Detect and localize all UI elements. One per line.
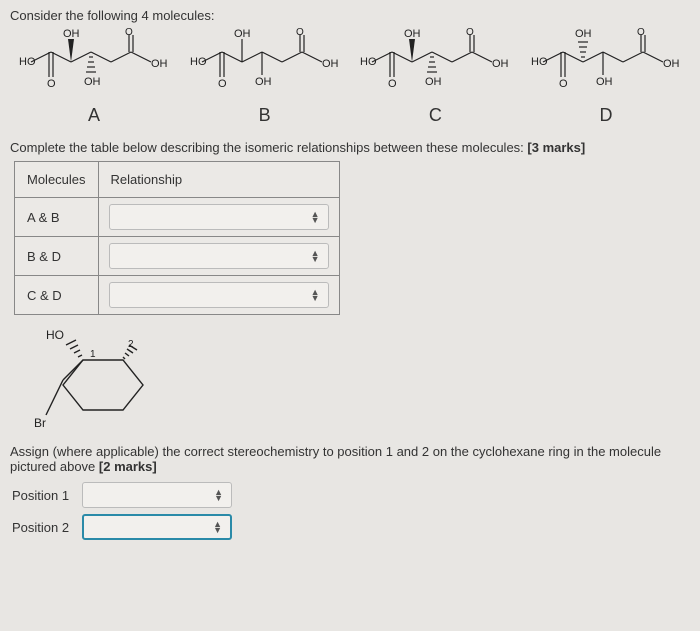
intro-text: Consider the following 4 molecules: xyxy=(10,8,690,23)
molecule-c: HO OH O OH O OH C xyxy=(355,27,515,126)
row-label-bd: B & D xyxy=(15,237,99,276)
select-cd[interactable]: ▲▼ xyxy=(109,282,329,308)
label-pos2: 2 xyxy=(128,339,134,350)
svg-text:OH: OH xyxy=(596,76,613,88)
svg-text:O: O xyxy=(388,78,397,90)
svg-text:HO: HO xyxy=(19,56,36,68)
assign-prompt-marks: [2 marks] xyxy=(99,459,157,474)
molecule-d: HO OH O OH O OH D xyxy=(526,27,686,126)
svg-text:O: O xyxy=(125,27,133,38)
svg-text:OH: OH xyxy=(234,28,251,40)
position-1-label: Position 1 xyxy=(12,488,76,503)
select-bd[interactable]: ▲▼ xyxy=(109,243,329,269)
svg-text:OH: OH xyxy=(404,28,421,40)
svg-text:OH: OH xyxy=(425,76,442,88)
molecule-b: HO OH O OH O OH B xyxy=(185,27,345,126)
updown-icon: ▲▼ xyxy=(311,211,320,223)
molecule-a: HO OH O OH O OH A xyxy=(14,27,174,126)
updown-icon: ▲▼ xyxy=(213,521,222,533)
svg-text:OH: OH xyxy=(151,58,168,70)
position-2-row: Position 2 ▲▼ xyxy=(12,514,690,540)
label-pos1: 1 xyxy=(90,349,96,360)
svg-text:OH: OH xyxy=(575,28,592,40)
select-ab[interactable]: ▲▼ xyxy=(109,204,329,230)
svg-text:OH: OH xyxy=(663,58,680,70)
svg-text:HO: HO xyxy=(531,56,548,68)
svg-text:HO: HO xyxy=(360,56,377,68)
molecule-label-a: A xyxy=(88,105,100,126)
svg-text:O: O xyxy=(296,27,304,38)
table-prompt-text: Complete the table below describing the … xyxy=(10,140,527,155)
svg-text:OH: OH xyxy=(63,28,80,40)
table-row: B & D ▲▼ xyxy=(15,237,340,276)
table-header-row: Molecules Relationship xyxy=(15,162,340,198)
header-relationship: Relationship xyxy=(98,162,339,198)
select-position-1[interactable]: ▲▼ xyxy=(82,482,232,508)
position-2-label: Position 2 xyxy=(12,520,76,535)
updown-icon: ▲▼ xyxy=(214,489,223,501)
relationship-table: Molecules Relationship A & B ▲▼ B & D ▲▼… xyxy=(14,161,340,315)
structure-b: HO OH O OH O OH xyxy=(190,27,340,97)
updown-icon: ▲▼ xyxy=(311,250,320,262)
select-position-2[interactable]: ▲▼ xyxy=(82,514,232,540)
svg-text:O: O xyxy=(47,78,56,90)
svg-text:O: O xyxy=(559,78,568,90)
molecule-label-b: B xyxy=(259,105,271,126)
svg-text:HO: HO xyxy=(190,56,207,68)
row-label-cd: C & D xyxy=(15,276,99,315)
svg-text:O: O xyxy=(637,27,645,38)
updown-icon: ▲▼ xyxy=(311,289,320,301)
position-1-row: Position 1 ▲▼ xyxy=(12,482,690,508)
table-row: C & D ▲▼ xyxy=(15,276,340,315)
assign-prompt: Assign (where applicable) the correct st… xyxy=(10,444,690,474)
header-molecules: Molecules xyxy=(15,162,99,198)
svg-text:OH: OH xyxy=(255,76,272,88)
label-ho: HO xyxy=(46,328,64,342)
structure-a: HO OH O OH O OH xyxy=(19,27,169,97)
svg-text:OH: OH xyxy=(84,76,101,88)
svg-text:O: O xyxy=(218,78,227,90)
svg-text:OH: OH xyxy=(492,58,509,70)
svg-text:OH: OH xyxy=(322,58,339,70)
molecule-label-d: D xyxy=(599,105,612,126)
label-br: Br xyxy=(34,416,46,430)
table-prompt: Complete the table below describing the … xyxy=(10,140,690,155)
table-prompt-marks: [3 marks] xyxy=(527,140,585,155)
cyclohexane-structure: HO 1 2 Br xyxy=(28,325,690,438)
structure-c: HO OH O OH O OH xyxy=(360,27,510,97)
structure-d: HO OH O OH O OH xyxy=(531,27,681,97)
row-label-ab: A & B xyxy=(15,198,99,237)
molecules-row: HO OH O OH O OH A HO OH O OH xyxy=(10,27,690,126)
table-row: A & B ▲▼ xyxy=(15,198,340,237)
svg-text:O: O xyxy=(466,27,474,38)
molecule-label-c: C xyxy=(429,105,442,126)
